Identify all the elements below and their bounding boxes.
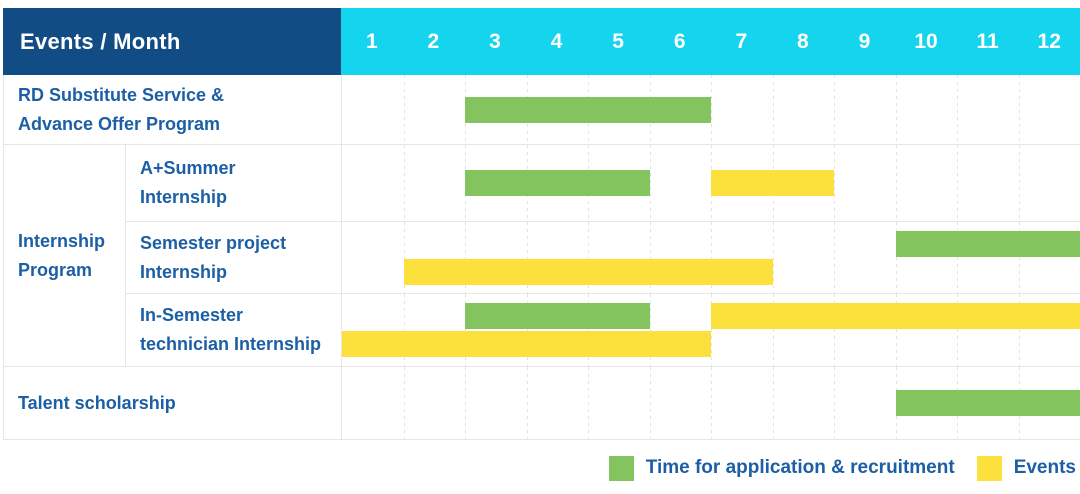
month-gridline (772, 75, 774, 144)
month-gridline (465, 367, 466, 439)
month-gridline (526, 294, 528, 366)
month-gridline (465, 294, 466, 366)
month-gridline (772, 222, 774, 293)
month-header-cell: 7 (735, 29, 748, 53)
row-timeline (341, 367, 1080, 440)
gantt-bar-event (403, 258, 773, 285)
month-gridline (1018, 145, 1020, 221)
month-gridline (403, 145, 405, 221)
month-gridline (403, 367, 405, 439)
month-gridline (895, 222, 897, 293)
month-gridline (834, 367, 835, 439)
month-header-cell: 8 (797, 29, 809, 53)
month-gridline (403, 222, 405, 293)
row-label: In-Semester technician Internship (125, 294, 341, 367)
legend-label: Time for application & recruitment (645, 457, 955, 478)
row-label-line: technician Internship (140, 334, 322, 354)
month-gridline (403, 294, 405, 366)
legend-label: Events (1013, 457, 1076, 478)
row-timeline (341, 294, 1080, 367)
row-group-label: Internship Program (3, 145, 125, 367)
month-header-cell: 4 (550, 29, 563, 53)
month-gridline (834, 294, 835, 366)
row-label-line: Talent scholarship (18, 392, 176, 413)
gantt-bar-event (711, 303, 1080, 329)
month-gridline (1018, 222, 1020, 293)
month-header-cell: 10 (914, 29, 938, 53)
month-gridline (957, 75, 958, 144)
month-gridline (711, 294, 712, 366)
month-gridline (711, 367, 712, 439)
month-header-cell: 6 (673, 29, 686, 53)
gantt-bar-application (895, 230, 1080, 257)
row-label-line: RD Substitute Service & (18, 84, 225, 105)
table-body: RD Substitute Service & Advance Offer Pro… (3, 75, 1080, 440)
row-label-line: Internship (140, 187, 228, 207)
month-header-cell: 12 (1037, 29, 1061, 53)
chart-legend: Time for application & recruitment Events (0, 448, 1076, 488)
gantt-bar-event (342, 331, 711, 357)
legend-item: Time for application & recruitment (608, 455, 955, 481)
month-gridline (711, 222, 712, 293)
month-gridline (957, 222, 958, 293)
month-gridline (526, 367, 528, 439)
month-gridline (465, 222, 466, 293)
gantt-bar-application (895, 390, 1080, 416)
month-gridline (895, 75, 897, 144)
events-month-table: Events / Month 1 2 3 4 5 6 7 8 9 10 11 12 RD Substi… (3, 8, 1080, 440)
row-label: A+Summer Internship (125, 145, 341, 222)
month-header-cell: 9 (858, 29, 871, 53)
month-header-cell: 11 (976, 29, 999, 53)
header-title: Events / Month (3, 8, 341, 75)
month-gridline (834, 222, 835, 293)
gantt-bar-application (465, 96, 711, 123)
row-timeline (341, 75, 1080, 145)
row-label-line: Internship (140, 261, 228, 282)
month-gridline (1018, 75, 1020, 144)
row-label-line: A+Summer (140, 158, 236, 178)
row-label-line: In-Semester (140, 305, 244, 325)
month-header-cell: 1 (365, 29, 378, 53)
month-gridline (834, 75, 835, 144)
month-gridline (834, 145, 835, 221)
month-gridline (588, 222, 589, 293)
gantt-bar-event (711, 170, 834, 196)
row-label: Talent scholarship (3, 367, 341, 440)
month-header-cell: 5 (612, 29, 624, 53)
month-gridline (772, 294, 774, 366)
month-gridline (895, 294, 897, 366)
row-group-label-line: Internship (18, 230, 106, 251)
month-gridline (957, 294, 958, 366)
month-gridline (649, 294, 651, 366)
gantt-bar-application (465, 170, 650, 196)
months-header: 1 2 3 4 5 6 7 8 9 10 11 12 (341, 8, 1080, 75)
month-gridline (588, 294, 589, 366)
month-gridline (588, 367, 589, 439)
month-gridline (526, 222, 528, 293)
row-label: Semester project Internship (125, 222, 341, 294)
month-gridline (649, 145, 651, 221)
row-label-line: Semester project (140, 232, 287, 253)
month-gridline (711, 75, 712, 144)
month-gridline (772, 367, 774, 439)
row-timeline (341, 145, 1080, 222)
month-gridline (649, 367, 651, 439)
month-gridline (957, 145, 958, 221)
month-header-cell: 2 (427, 29, 440, 53)
row-timeline (341, 222, 1080, 294)
legend-item: Events (976, 455, 1076, 481)
table-header-row: Events / Month 1 2 3 4 5 6 7 8 9 10 11 12 (3, 8, 1080, 75)
row-label: RD Substitute Service & Advance Offer Pro… (3, 75, 341, 145)
month-gridline (403, 75, 405, 144)
month-header-cell: 3 (489, 29, 501, 53)
gantt-bar-application (465, 303, 650, 329)
row-group-label-line: Program (18, 259, 93, 280)
row-label-line: Advance Offer Program (18, 113, 221, 134)
legend-swatch-event (976, 455, 1002, 481)
month-gridline (649, 222, 651, 293)
legend-swatch-application (608, 455, 634, 481)
month-gridline (1018, 294, 1020, 366)
month-gridline (895, 145, 897, 221)
